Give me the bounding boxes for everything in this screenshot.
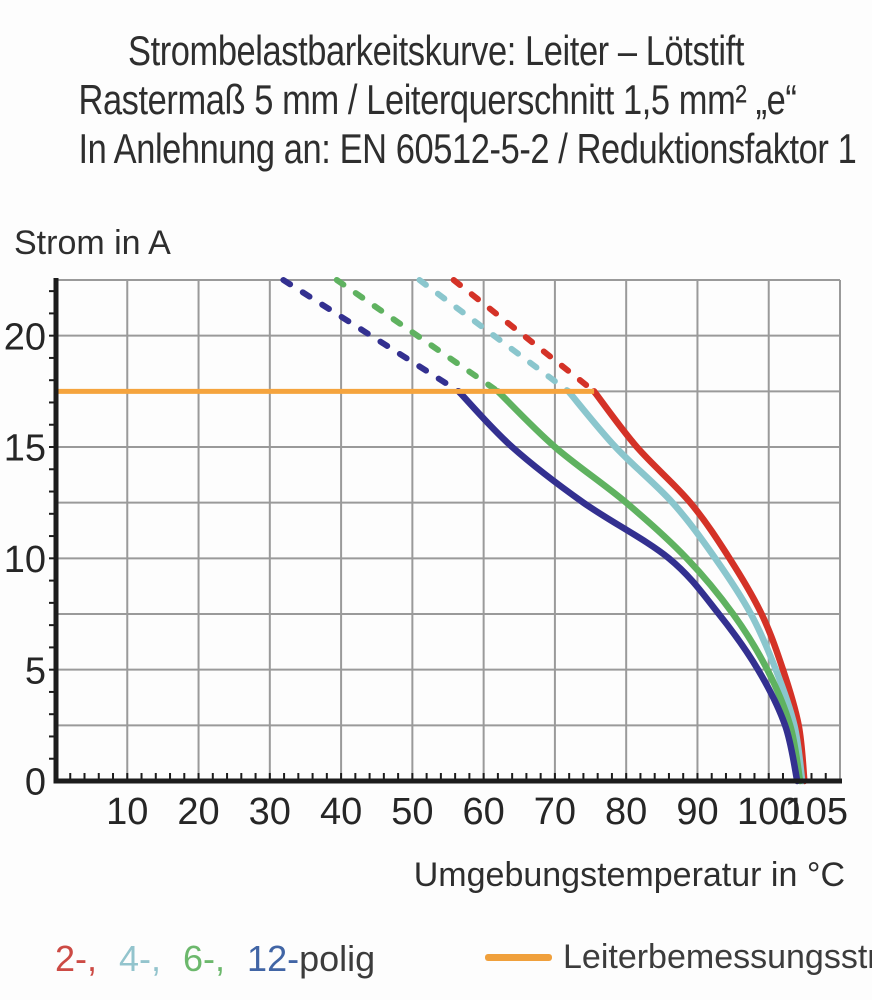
chart-title-line2: Rastermaß 5 mm / Leiterquerschnitt 1,5 m… [78, 76, 797, 123]
x-tick-label: 10 [106, 791, 148, 833]
x-tick-label: 40 [320, 791, 362, 833]
x-tick-label: 50 [391, 791, 433, 833]
curve-4-polig [565, 388, 806, 785]
chart-title: Strombelastbarkeitskurve: Leiter – Lötst… [78, 26, 857, 173]
y-tick-label: 5 [25, 650, 46, 692]
rated-current-label: Leiterbemessungsstrom [563, 938, 872, 976]
curve-4-polig-dashed [416, 277, 572, 395]
x-tick-label: 90 [676, 791, 718, 833]
x-tick-label: 30 [249, 791, 291, 833]
legend-poles-suffix: polig [299, 938, 376, 979]
y-tick-label: 15 [4, 428, 46, 470]
legend-rated: Leiterbemessungsstrom [485, 938, 872, 977]
curve-6-polig-dashed [333, 277, 501, 395]
x-tick-label: 20 [177, 791, 219, 833]
y-tick-label: 20 [4, 316, 46, 358]
chart-title-line3: In Anlehnung an: EN 60512-5-2 / Reduktio… [78, 125, 857, 172]
x-tick-label: 80 [605, 791, 647, 833]
legend-pole-4-label: 4-, [119, 938, 162, 979]
curve-12-polig [455, 388, 801, 785]
legend-poles: 2-, 4-, 6-, 12-polig [55, 938, 375, 980]
y-tick-label: 0 [25, 762, 46, 804]
curve-2-polig-dashed [450, 277, 598, 395]
x-axis-title: Umgebungstemperatur in °C [413, 856, 845, 894]
x-tick-label: 105 [785, 791, 848, 833]
x-tick-label: 70 [534, 791, 576, 833]
legend-pole-12-label: 12- [247, 938, 300, 979]
rated-current-line-swatch [485, 954, 552, 961]
x-tick-label: 100 [737, 791, 800, 833]
curve-2-polig [590, 388, 808, 785]
y-tick-label: 10 [4, 539, 46, 581]
chart-title-line1: Strombelastbarkeitskurve: Leiter – Lötst… [128, 27, 744, 74]
legend-pole-6-label: 6-, [183, 938, 226, 979]
legend-pole-2-label: 2-, [55, 938, 98, 979]
curve-6-polig [494, 388, 804, 785]
x-tick-label: 60 [462, 791, 504, 833]
y-axis-title: Strom in A [14, 224, 171, 262]
